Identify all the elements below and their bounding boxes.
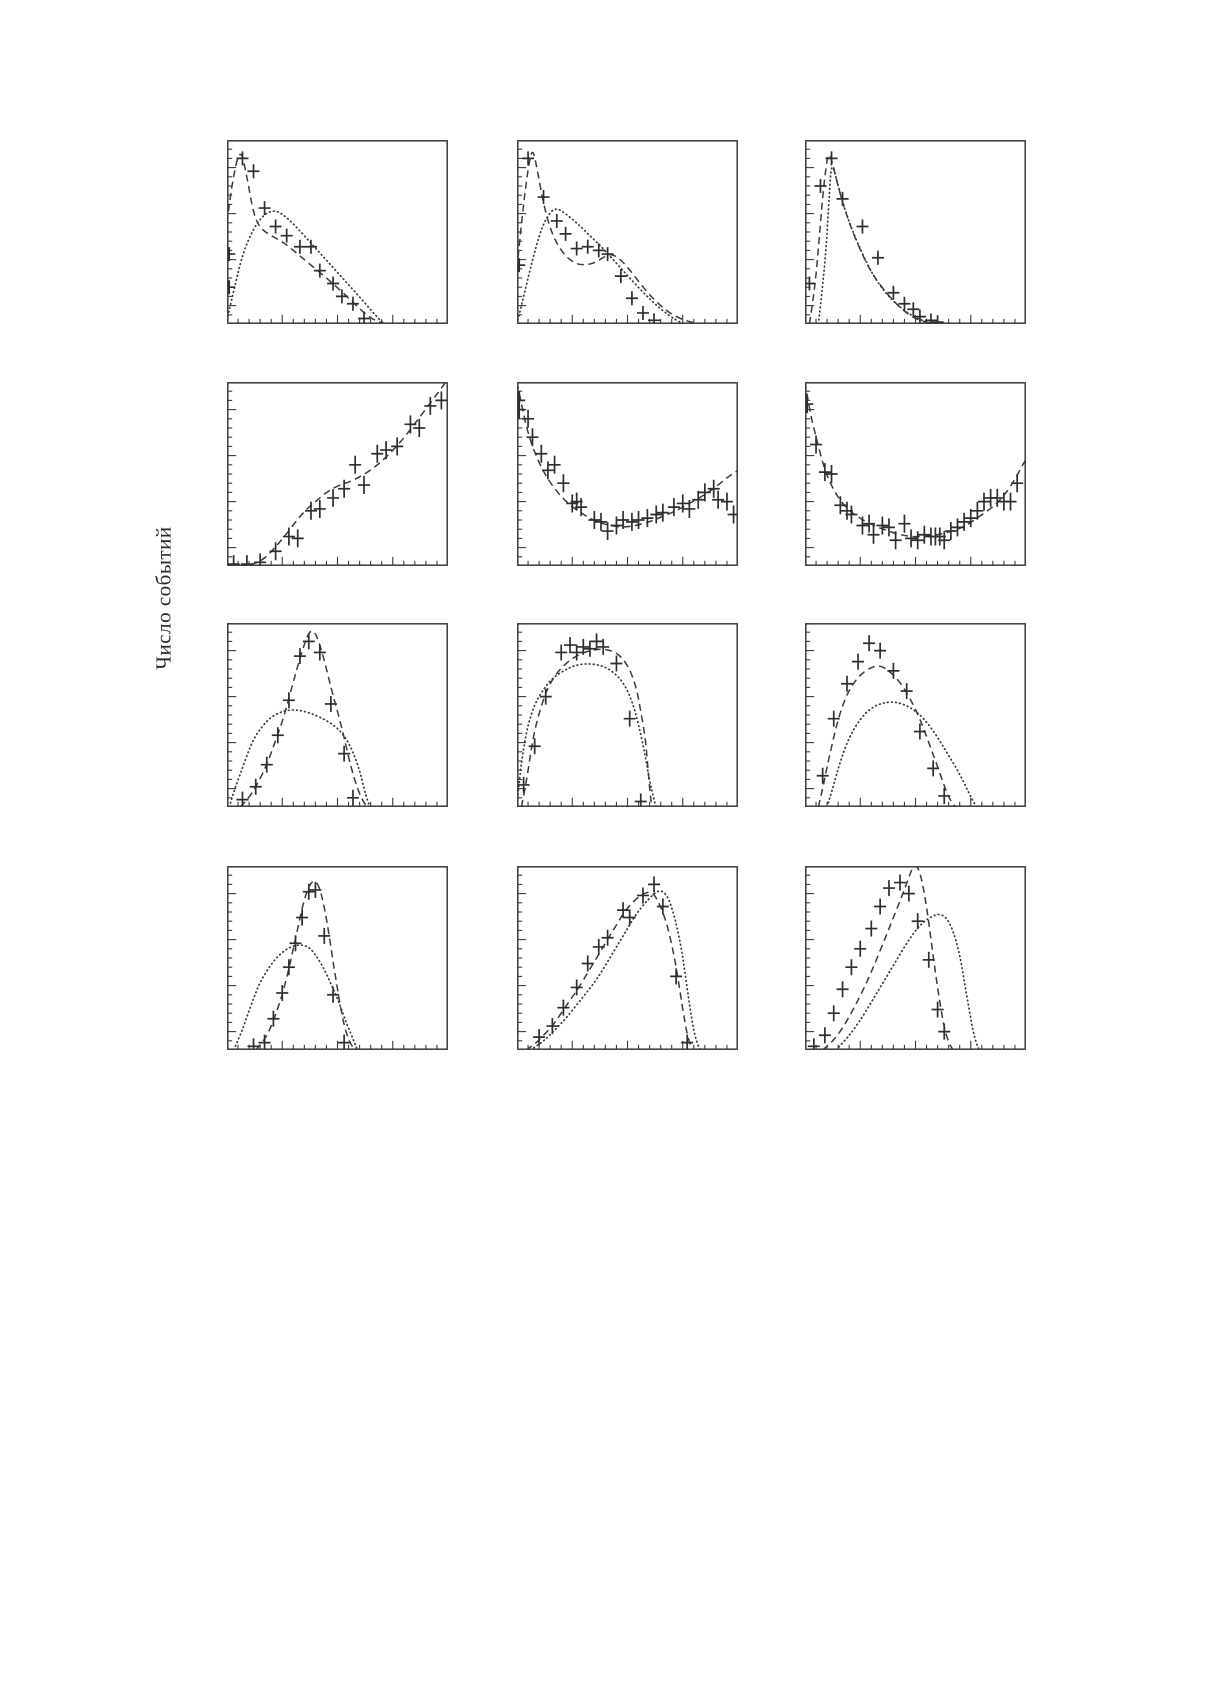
axis-ticks [518,390,728,565]
data-points [807,874,951,1050]
dotted-curve [233,944,358,1050]
dotted-curve [817,166,938,324]
dashed-curve [240,630,369,807]
dashed-curve [227,153,408,324]
dotted-curve [529,890,701,1050]
plot-panel-r3c3 [805,623,1026,807]
axis-ticks [518,874,728,1049]
plot-frame [805,623,1026,807]
plot-panel-r2c2 [517,382,738,566]
dashed-curve [232,382,447,566]
plot-frame [227,382,448,566]
plot-frame [227,623,448,807]
dashed-curve [517,151,715,324]
dashed-curve [525,891,695,1050]
plot-frame [805,382,1026,566]
data-points [517,151,661,324]
plot-frame [227,866,448,1050]
axis-ticks [228,874,438,1049]
axis-ticks [806,390,1016,565]
plot-panel-r3c1 [227,623,448,807]
axis-ticks [228,631,438,806]
data-points [805,395,1024,550]
plot-panel-r1c2 [517,140,738,324]
panel-svg-r2c1 [227,382,448,566]
panel-svg-r3c3 [805,623,1026,807]
panel-svg-r1c1 [227,140,448,324]
plot-panel-r1c1 [227,140,448,324]
panel-svg-r2c2 [517,382,738,566]
panel-svg-r2c3 [805,382,1026,566]
axis-ticks [806,874,1016,1049]
axis-ticks [228,390,438,565]
panel-svg-r4c2 [517,866,738,1050]
data-points [805,151,944,324]
dotted-curve [517,208,686,324]
plot-frame [517,140,738,324]
data-points [236,633,359,807]
dashed-curve [817,665,958,807]
plot-frame [517,866,738,1050]
plot-panel-r1c3 [805,140,1026,324]
dotted-curve [835,913,981,1050]
plot-frame [805,140,1026,324]
panel-svg-r1c2 [517,140,738,324]
plot-frame [805,866,1026,1050]
dashed-curve [520,648,653,807]
plot-panel-r2c1 [227,382,448,566]
plot-frame [517,382,738,566]
data-points [816,635,951,804]
plot-panel-r3c2 [517,623,738,807]
panel-svg-r4c1 [227,866,448,1050]
data-points [533,876,694,1050]
plot-panel-r4c2 [517,866,738,1050]
dotted-curve [228,709,372,807]
axis-ticks [518,148,728,323]
plot-frame [227,140,448,324]
data-points [247,881,351,1050]
plot-panel-r2c3 [805,382,1026,566]
panel-svg-r3c1 [227,623,448,807]
plot-panel-r4c3 [805,866,1026,1050]
dashed-curve [255,880,356,1050]
plot-frame [517,623,738,807]
panel-svg-r1c3 [805,140,1026,324]
plot-panel-r4c1 [227,866,448,1050]
axis-ticks [228,148,438,323]
dotted-curve [517,663,657,807]
dotted-curve [826,701,978,807]
dashed-curve [822,866,954,1050]
axis-ticks [806,631,1016,806]
axis-ticks [518,631,728,806]
data-points [227,391,448,566]
data-points [517,391,738,541]
data-points [227,151,371,324]
dotted-curve [227,210,385,324]
y-axis-label: Число событий [151,526,176,670]
dashed-curve [808,154,964,324]
panel-svg-r4c3 [805,866,1026,1050]
panel-svg-r3c2 [517,623,738,807]
dashed-curve [805,382,1026,538]
dashed-curve [517,382,738,528]
axis-ticks [806,148,1016,323]
data-points [517,633,647,807]
